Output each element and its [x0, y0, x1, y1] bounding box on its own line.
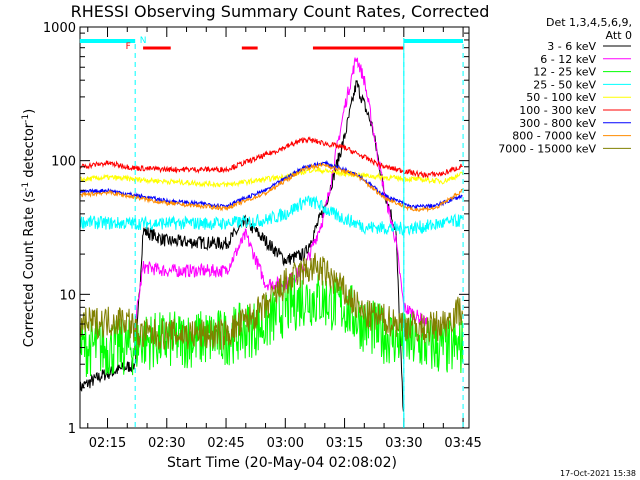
legend-label: 25 - 50 keV — [533, 78, 596, 91]
series-line — [80, 252, 464, 350]
series-7000-15000-kev — [80, 252, 464, 350]
series-800-7000-kev — [80, 161, 463, 213]
legend-label: 7000 - 15000 keV — [498, 142, 596, 155]
legend-header-line-2: Att 0 — [606, 29, 632, 42]
chart-title: RHESSI Observing Summary Count Rates, Co… — [71, 2, 490, 21]
series-300-800-kev — [80, 159, 463, 211]
x-axis-label: Start Time (20-May-04 02:08:02) — [167, 455, 397, 471]
legend-label: 6 - 12 keV — [540, 53, 596, 66]
legend-header-line-1: Det 1,3,4,5,6,9, — [546, 16, 632, 29]
legend-label: 100 - 300 keV — [519, 104, 596, 117]
legend-label: 12 - 25 keV — [533, 66, 596, 79]
axes: 1 10 100 1000 02:15 02:30 02:45 03:00 03:15 03:30… — [43, 21, 482, 451]
series-line — [80, 166, 464, 188]
x-tick-label: 03:45 — [444, 436, 481, 451]
y-axis-label: Corrected Count Rate (s-1 detector-1) — [21, 109, 37, 347]
x-tick-label: 03:30 — [385, 436, 422, 451]
y-axis-label-end: ) — [22, 109, 37, 114]
series-line — [80, 80, 404, 412]
x-tick-label: 02:30 — [148, 436, 185, 451]
series-3-6-kev — [80, 80, 404, 412]
plot-area — [80, 57, 464, 412]
y-tick-label: 1 — [68, 422, 76, 437]
series-line — [80, 161, 463, 213]
x-tick-label: 03:15 — [326, 436, 363, 451]
x-tick-label: 03:00 — [267, 436, 304, 451]
x-tick-label: 02:15 — [89, 436, 126, 451]
y-axis-label-main: Corrected Count Rate (s — [22, 191, 37, 348]
legend-label: 50 - 100 keV — [526, 91, 596, 104]
series-25-50-kev — [80, 195, 463, 237]
legend-label: 3 - 6 keV — [547, 40, 596, 53]
series-line — [80, 195, 463, 237]
y-tick-label: 100 — [51, 155, 76, 170]
legend-label: 300 - 800 keV — [519, 117, 596, 130]
footer-date: 17-Oct-2021 15:38 — [560, 469, 636, 478]
y-axis-label-sup-2: -1 — [21, 114, 31, 123]
y-tick-label: 1000 — [43, 21, 76, 36]
flag-bars: FN — [79, 36, 464, 428]
series-100-300-kev — [80, 136, 463, 179]
series-line — [80, 159, 463, 211]
y-axis-label-sup-1: -1 — [21, 182, 31, 191]
flag-label-f: F — [126, 42, 131, 52]
flag-label-n: N — [140, 36, 147, 46]
series-line — [80, 136, 463, 179]
legend-label: 800 - 7000 keV — [512, 130, 596, 143]
x-tick-label: 02:45 — [207, 436, 244, 451]
y-tick-label: 10 — [59, 288, 76, 303]
y-axis-label-mid: detector — [22, 122, 37, 182]
plot-frame — [79, 26, 470, 429]
series-50-100-kev — [80, 166, 464, 188]
